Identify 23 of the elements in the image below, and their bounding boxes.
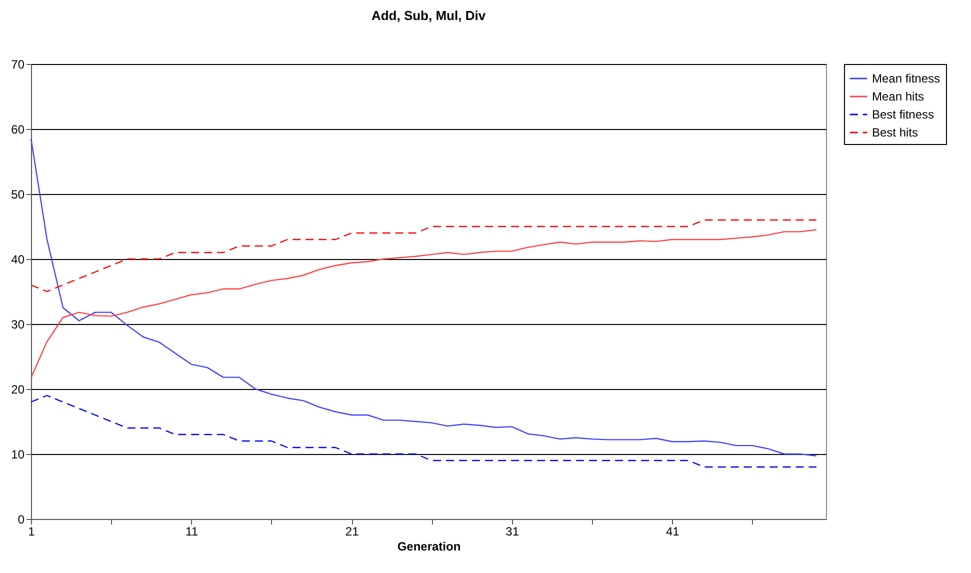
- y-tick-label: 40: [11, 252, 25, 266]
- x-tick-label: 11: [186, 524, 198, 538]
- chart-title: Add, Sub, Mul, Div: [371, 8, 486, 23]
- x-axis-title: Generation: [397, 540, 461, 554]
- legend-label: Mean hits: [872, 90, 924, 104]
- legend-label: Best fitness: [872, 108, 934, 122]
- x-tick-label: 31: [506, 524, 520, 538]
- y-tick-label: 70: [11, 58, 25, 72]
- line-series: [30, 138, 817, 457]
- y-tick-label: 10: [11, 448, 25, 462]
- y-tick-label: 0: [18, 512, 25, 526]
- y-tick-label: 20: [11, 382, 25, 396]
- x-tick-label: 21: [345, 524, 360, 538]
- y-tick-label: 30: [11, 318, 25, 332]
- line-series: [30, 219, 817, 292]
- line-series: [30, 394, 817, 468]
- y-tick-label: 60: [11, 122, 25, 136]
- x-tick-label: 1: [28, 524, 36, 538]
- legend-label: Best hits: [872, 126, 918, 140]
- line-series: [30, 229, 817, 379]
- legend-label: Mean fitness: [872, 72, 940, 86]
- x-tick-label: 41: [666, 524, 680, 538]
- y-tick-label: 50: [11, 188, 25, 202]
